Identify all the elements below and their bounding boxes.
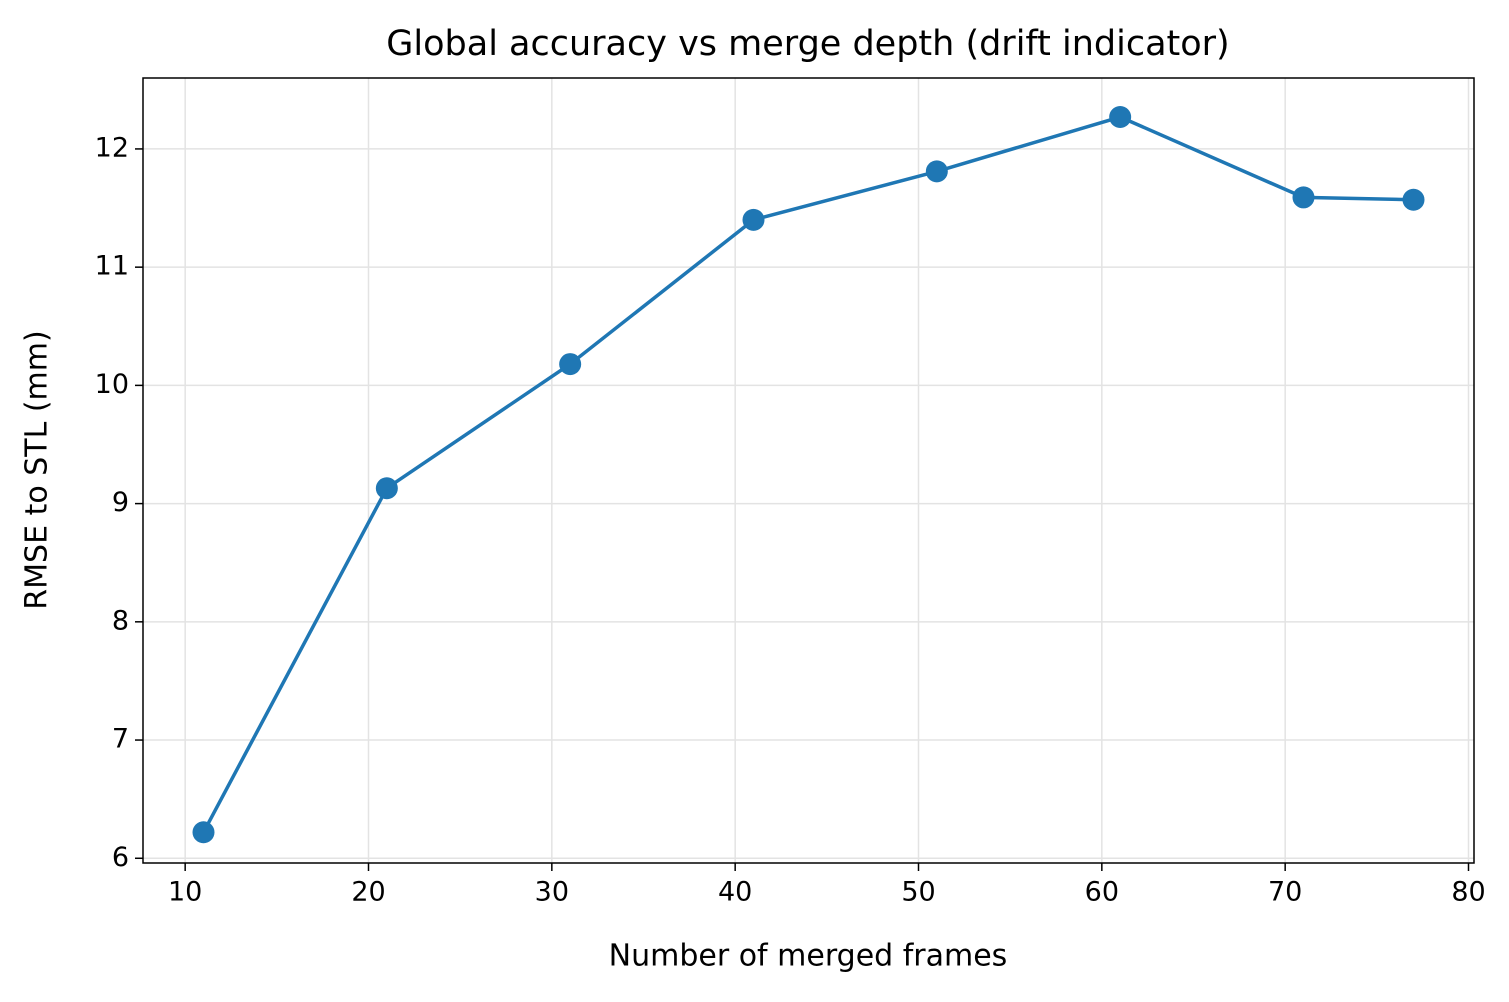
- plot-frame: [142, 77, 1475, 864]
- point: [559, 353, 582, 376]
- y-tick-label: 11: [95, 251, 129, 282]
- point: [1292, 186, 1315, 209]
- x-tick-label: 30: [535, 877, 569, 908]
- chart-title: Global accuracy vs merge depth (drift in…: [386, 24, 1229, 64]
- y-tick-label: 10: [95, 369, 129, 400]
- line: [201, 115, 1414, 834]
- y-tick-label: 9: [112, 487, 129, 518]
- point: [1109, 106, 1132, 129]
- x-axis-label: Number of merged frames: [609, 939, 1008, 974]
- x-tick-label: 10: [168, 877, 202, 908]
- point: [1402, 188, 1425, 211]
- y-tick-label: 7: [112, 724, 129, 755]
- y-tick-label: 8: [112, 605, 129, 636]
- x-tick-label: 40: [718, 877, 752, 908]
- y-tick-label: 12: [95, 132, 129, 163]
- y-axis-label: RMSE to STL (mm): [20, 330, 55, 609]
- point: [375, 477, 398, 500]
- point: [742, 208, 765, 231]
- x-tick-label: 80: [1451, 877, 1485, 908]
- y-tick-label: 6: [112, 842, 129, 873]
- x-tick-label: 70: [1268, 877, 1302, 908]
- point: [192, 821, 215, 844]
- x-tick-label: 50: [901, 877, 935, 908]
- x-tick-label: 20: [351, 877, 385, 908]
- x-tick-label: 60: [1085, 877, 1119, 908]
- point: [925, 160, 948, 183]
